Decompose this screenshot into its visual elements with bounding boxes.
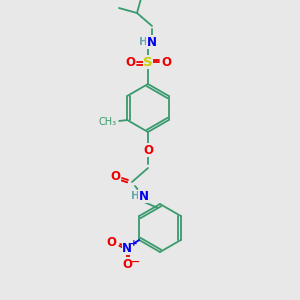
Text: O: O [161,56,171,68]
Text: S: S [143,56,153,68]
Text: N: N [122,242,132,254]
Text: −: − [130,257,140,267]
Text: +: + [130,239,138,248]
Text: O: O [125,56,135,68]
Text: O: O [143,143,153,157]
Text: O: O [122,257,132,271]
Text: CH₃: CH₃ [98,117,116,127]
Text: N: N [139,190,149,202]
Text: N: N [147,35,157,49]
Text: O: O [106,236,116,248]
Text: H: H [139,37,147,47]
Text: H: H [130,191,140,201]
Text: O: O [110,169,120,182]
